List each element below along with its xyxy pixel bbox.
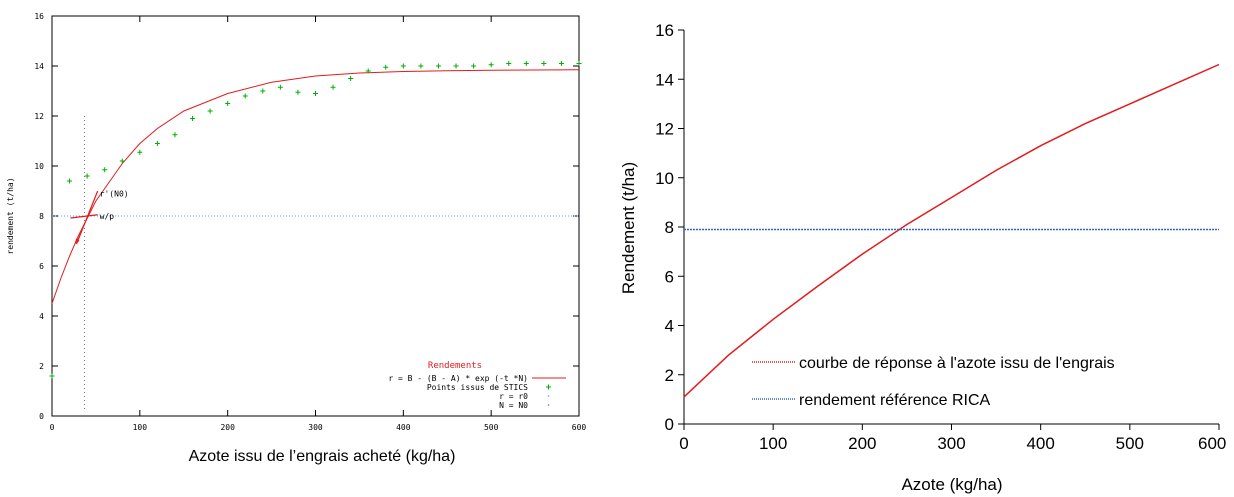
left-scatter-point [190, 116, 196, 121]
left-scatter-point [225, 101, 231, 106]
right-x-tick-label: 200 [848, 434, 876, 453]
left-scatter-point [154, 141, 160, 146]
right-legend-label: courbe de réponse à l'azote issu de l'en… [799, 355, 1115, 372]
left-scatter-point [242, 93, 248, 99]
left-x-tick-label: 100 [133, 423, 148, 432]
left-scatter-point [365, 68, 371, 74]
left-scatter-point [313, 91, 318, 96]
left-scatter-point [418, 63, 424, 69]
left-series-fit-curve [51, 69, 580, 304]
left-scatter-point [172, 132, 178, 138]
right-legend-label: rendement référence RICA [799, 392, 991, 409]
left-y-tick-label: 0 [39, 412, 44, 421]
left-scatter-point [471, 63, 477, 69]
right-x-tick-label: 100 [759, 434, 787, 453]
left-scatter-point [400, 63, 406, 69]
left-legend-title: Rendements [428, 361, 482, 371]
left-scatter-point [576, 61, 582, 66]
left-scatter-point [435, 63, 441, 69]
right-x-tick-label: 400 [1026, 434, 1054, 453]
left-reference-lines [52, 116, 579, 410]
left-x-tick-label: 0 [50, 423, 55, 432]
left-y-tick-label: 10 [34, 162, 44, 171]
left-y-tick-label: 4 [39, 312, 44, 321]
left-legend-swatch-dot [547, 395, 550, 397]
right-x-tick-label: 300 [937, 434, 965, 453]
left-x-tick-label: 300 [308, 423, 323, 432]
left-scatter-point [84, 173, 90, 179]
left-y-ticks: 0 2 4 6 8 10 12 14 16 [34, 12, 579, 421]
left-y-tick-label: 6 [39, 262, 44, 271]
left-x-tick-label: 200 [220, 423, 235, 432]
left-scatter-point [453, 63, 459, 69]
left-y-tick-label: 14 [34, 62, 44, 71]
left-scatter-point [102, 167, 108, 173]
left-scatter-point [558, 61, 564, 66]
right-y-tick-label: 8 [665, 218, 674, 237]
left-tangent-arrowhead [74, 238, 80, 244]
left-scatter-point [207, 108, 213, 114]
right-y-tick-label: 16 [655, 21, 674, 40]
left-x-tick-label: 600 [572, 423, 587, 432]
right-y-tick-label: 14 [655, 70, 674, 89]
left-x-ticks: 0 100 200 300 400 500 600 [50, 16, 587, 432]
left-scatter-point [67, 178, 73, 184]
right-y-tick-label: 12 [655, 120, 674, 139]
left-annotation-label: w/p [100, 212, 115, 221]
left-legend-label: N = N0 [499, 401, 528, 410]
right-y-tick-label: 6 [665, 267, 674, 286]
left-scatter-point [506, 61, 512, 66]
left-legend-label: r = B - (B - A) * exp (-t *N) [388, 374, 528, 383]
right-x-tick-label: 600 [1198, 434, 1226, 453]
left-legend-items: r = B - (B - A) * exp (-t *N)Points issu… [388, 374, 566, 410]
right-series [683, 63, 1220, 398]
right-chart: 0 2 4 6 8 10 12 14 16 0 100 200 300 400 500 600 Rendem… [619, 21, 1226, 494]
right-y-tick-label: 4 [665, 317, 674, 336]
left-wp-arrow [70, 214, 98, 219]
left-y-tick-label: 2 [39, 362, 44, 371]
left-annotation-label: r'(N0) [100, 190, 129, 199]
right-y-tick-label: 10 [655, 169, 674, 188]
left-scatter-point [348, 76, 354, 81]
right-y-tick-label: 2 [665, 366, 674, 385]
left-scatter-point [383, 64, 389, 70]
left-annotations: r'(N0) w/p [70, 190, 129, 245]
left-legend-label: Points issus de STICS [427, 383, 528, 392]
right-x-tick-label: 500 [1116, 434, 1144, 453]
left-x-axis-label: Azote issu de l’engrais acheté (kg/ha) [189, 448, 456, 465]
left-chart: 0 2 4 6 8 10 12 14 16 0 100 200 300 400 500 600 r'(N0)… [6, 12, 586, 465]
right-x-ticks: 0 100 200 300 400 500 600 [679, 424, 1226, 453]
left-scatter-point [260, 88, 266, 94]
left-scatter-point [541, 61, 547, 66]
left-scatter-point [119, 158, 125, 164]
left-legend-swatch-dot [547, 404, 550, 406]
left-legend-label: r = r0 [499, 392, 528, 401]
left-scatter-point [523, 61, 529, 66]
left-tangent-arrow [75, 190, 99, 245]
left-y-tick-label: 12 [34, 112, 44, 121]
left-scatter-point [330, 84, 336, 90]
right-y-tick-label: 0 [665, 415, 674, 434]
left-scatter-point [295, 89, 301, 95]
left-scatter-point [49, 373, 55, 379]
left-legend: Rendements r = B - (B - A) * exp (-t *N)… [388, 361, 566, 410]
left-y-tick-label: 8 [39, 212, 44, 221]
left-y-tick-label: 16 [34, 12, 44, 21]
right-y-axis-label: Rendement (t/ha) [619, 162, 638, 294]
left-x-tick-label: 500 [484, 423, 499, 432]
left-y-axis-label: rendement (t/ha) [6, 177, 15, 254]
left-scatter-point [277, 84, 283, 90]
right-legend: courbe de réponse à l'azote issu de l'en… [752, 355, 1115, 409]
left-series [49, 61, 582, 379]
right-series-response-curve [683, 63, 1220, 398]
right-y-ticks: 0 2 4 6 8 10 12 14 16 [655, 21, 684, 434]
left-scatter-point [488, 62, 494, 68]
right-x-tick-label: 0 [679, 434, 688, 453]
right-x-axis-label: Azote (kg/ha) [901, 475, 1002, 494]
left-scatter-point [137, 149, 143, 155]
left-x-tick-label: 400 [396, 423, 411, 432]
